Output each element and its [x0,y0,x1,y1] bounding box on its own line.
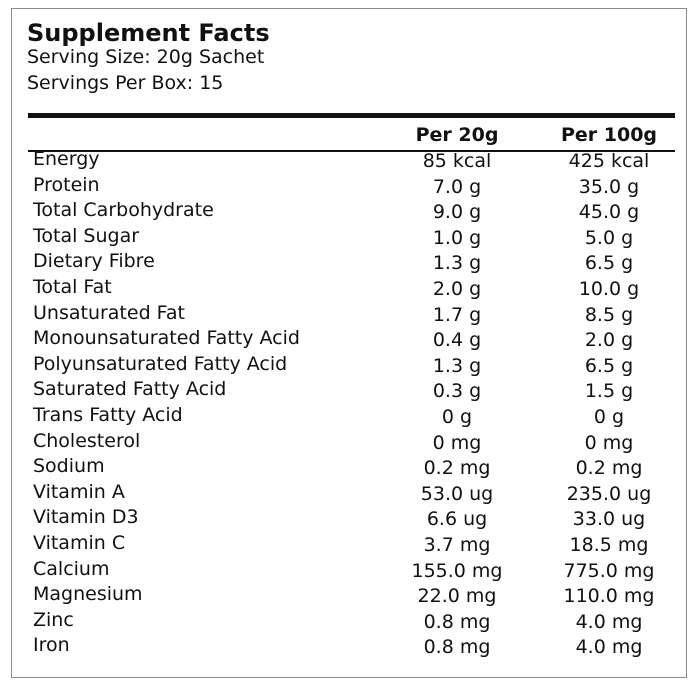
table-row: Zinc 0.8 mg 4.0 mg [12,609,688,635]
supplement-facts-panel: Supplement Facts Serving Size: 20g Sache… [11,8,687,678]
nutrient-name: Protein [33,173,100,196]
value-per-100g: 6.5 g [584,252,634,275]
value-per-100g: 4.0 mg [575,636,643,659]
value-per-serving: 2.0 g [432,277,482,300]
value-per-100g: 0 g [593,405,625,428]
value-per-100g: 1.5 g [584,380,634,403]
table-row: Sodium 0.2 mg 0.2 mg [12,455,688,481]
table-row: Total Fat 2.0 g 10.0 g [12,276,688,302]
nutrient-name: Monounsaturated Fatty Acid [33,327,300,350]
table-row: Vitamin D3 6.6 ug 33.0 ug [12,506,688,532]
value-per-100g: 18.5 mg [569,533,649,556]
table-row: Iron 0.8 mg 4.0 mg [12,634,688,660]
nutrient-name: Unsaturated Fat [33,301,185,324]
nutrient-name: Polyunsaturated Fatty Acid [33,352,288,375]
value-per-serving: 53.0 ug [420,482,494,505]
value-per-serving: 3.7 mg [423,533,491,556]
nutrient-name: Trans Fatty Acid [33,403,183,426]
nutrient-name: Calcium [33,557,110,580]
nutrient-name: Magnesium [33,583,143,606]
servings-per-box: Servings Per Box: 15 [27,72,224,94]
value-per-serving: 85 kcal [422,150,492,172]
value-per-serving: 155.0 mg [411,559,503,582]
nutrient-name: Total Carbohydrate [33,199,214,222]
nutrient-name: Sodium [33,455,105,478]
table-row: Dietary Fibre 1.3 g 6.5 g [12,250,688,276]
nutrient-name: Total Fat [33,275,112,298]
value-per-100g: 775.0 mg [563,559,655,582]
value-per-100g: 110.0 mg [563,585,655,608]
value-per-100g: 35.0 g [578,175,640,198]
table-row: Saturated Fatty Acid 0.3 g 1.5 g [12,378,688,404]
value-per-serving: 0.4 g [432,329,482,352]
value-per-100g: 2.0 g [584,329,634,352]
value-per-serving: 0.3 g [432,380,482,403]
nutrient-name: Iron [33,634,70,657]
table-row: Trans Fatty Acid 0 g 0 g [12,404,688,430]
table-row: Unsaturated Fat 1.7 g 8.5 g [12,302,688,328]
column-header-per-100g: Per 100g [560,124,658,146]
table-row: Vitamin C 3.7 mg 18.5 mg [12,532,688,558]
value-per-serving: 1.7 g [432,303,482,326]
nutrient-name: Energy [33,148,100,170]
value-per-serving: 1.3 g [432,252,482,275]
value-per-serving: 0.8 mg [423,610,491,633]
table-row: Polyunsaturated Fatty Acid 1.3 g 6.5 g [12,353,688,379]
nutrient-name: Saturated Fatty Acid [33,378,227,401]
table-row: Vitamin A 53.0 ug 235.0 ug [12,481,688,507]
nutrient-name: Zinc [33,608,74,631]
table-row: Total Sugar 1.0 g 5.0 g [12,225,688,251]
value-per-serving: 0.2 mg [423,457,491,480]
serving-size: Serving Size: 20g Sachet [27,46,265,68]
table-row: Total Carbohydrate 9.0 g 45.0 g [12,199,688,225]
table-row: Cholesterol 0 mg 0 mg [12,430,688,456]
value-per-100g: 0 mg [584,431,634,454]
value-per-100g: 45.0 g [578,201,640,224]
nutrient-name: Vitamin C [33,531,126,554]
value-per-100g: 235.0 ug [566,482,652,505]
value-per-serving: 6.6 ug [426,508,488,531]
value-per-100g: 0.2 mg [575,457,643,480]
value-per-serving: 7.0 g [432,175,482,198]
nutrient-name: Vitamin D3 [33,506,139,529]
value-per-serving: 1.3 g [432,354,482,377]
nutrient-name: Dietary Fibre [33,250,155,273]
value-per-serving: 0 g [441,405,473,428]
value-per-serving: 0.8 mg [423,636,491,659]
value-per-100g: 8.5 g [584,303,634,326]
panel-title: Supplement Facts [27,19,270,47]
value-per-100g: 10.0 g [578,277,640,300]
value-per-100g: 4.0 mg [575,610,643,633]
table-row: Calcium 155.0 mg 775.0 mg [12,558,688,584]
value-per-100g: 425 kcal [568,150,650,172]
value-per-serving: 0 mg [432,431,482,454]
nutrient-name: Total Sugar [33,224,140,247]
value-per-serving: 9.0 g [432,201,482,224]
column-header-per-serving: Per 20g [415,124,499,146]
table-row: Magnesium 22.0 mg 110.0 mg [12,583,688,609]
nutrient-name: Vitamin A [33,480,125,503]
thick-divider [28,113,675,118]
thin-divider [28,150,675,152]
value-per-100g: 6.5 g [584,354,634,377]
value-per-serving: 22.0 mg [417,585,497,608]
value-per-100g: 5.0 g [584,226,634,249]
table-row: Monounsaturated Fatty Acid 0.4 g 2.0 g [12,327,688,353]
value-per-serving: 1.0 g [432,226,482,249]
nutrient-name: Cholesterol [33,429,141,452]
value-per-100g: 33.0 ug [572,508,646,531]
table-row: Protein 7.0 g 35.0 g [12,174,688,200]
table-row: Energy 85 kcal 425 kcal [12,148,688,174]
